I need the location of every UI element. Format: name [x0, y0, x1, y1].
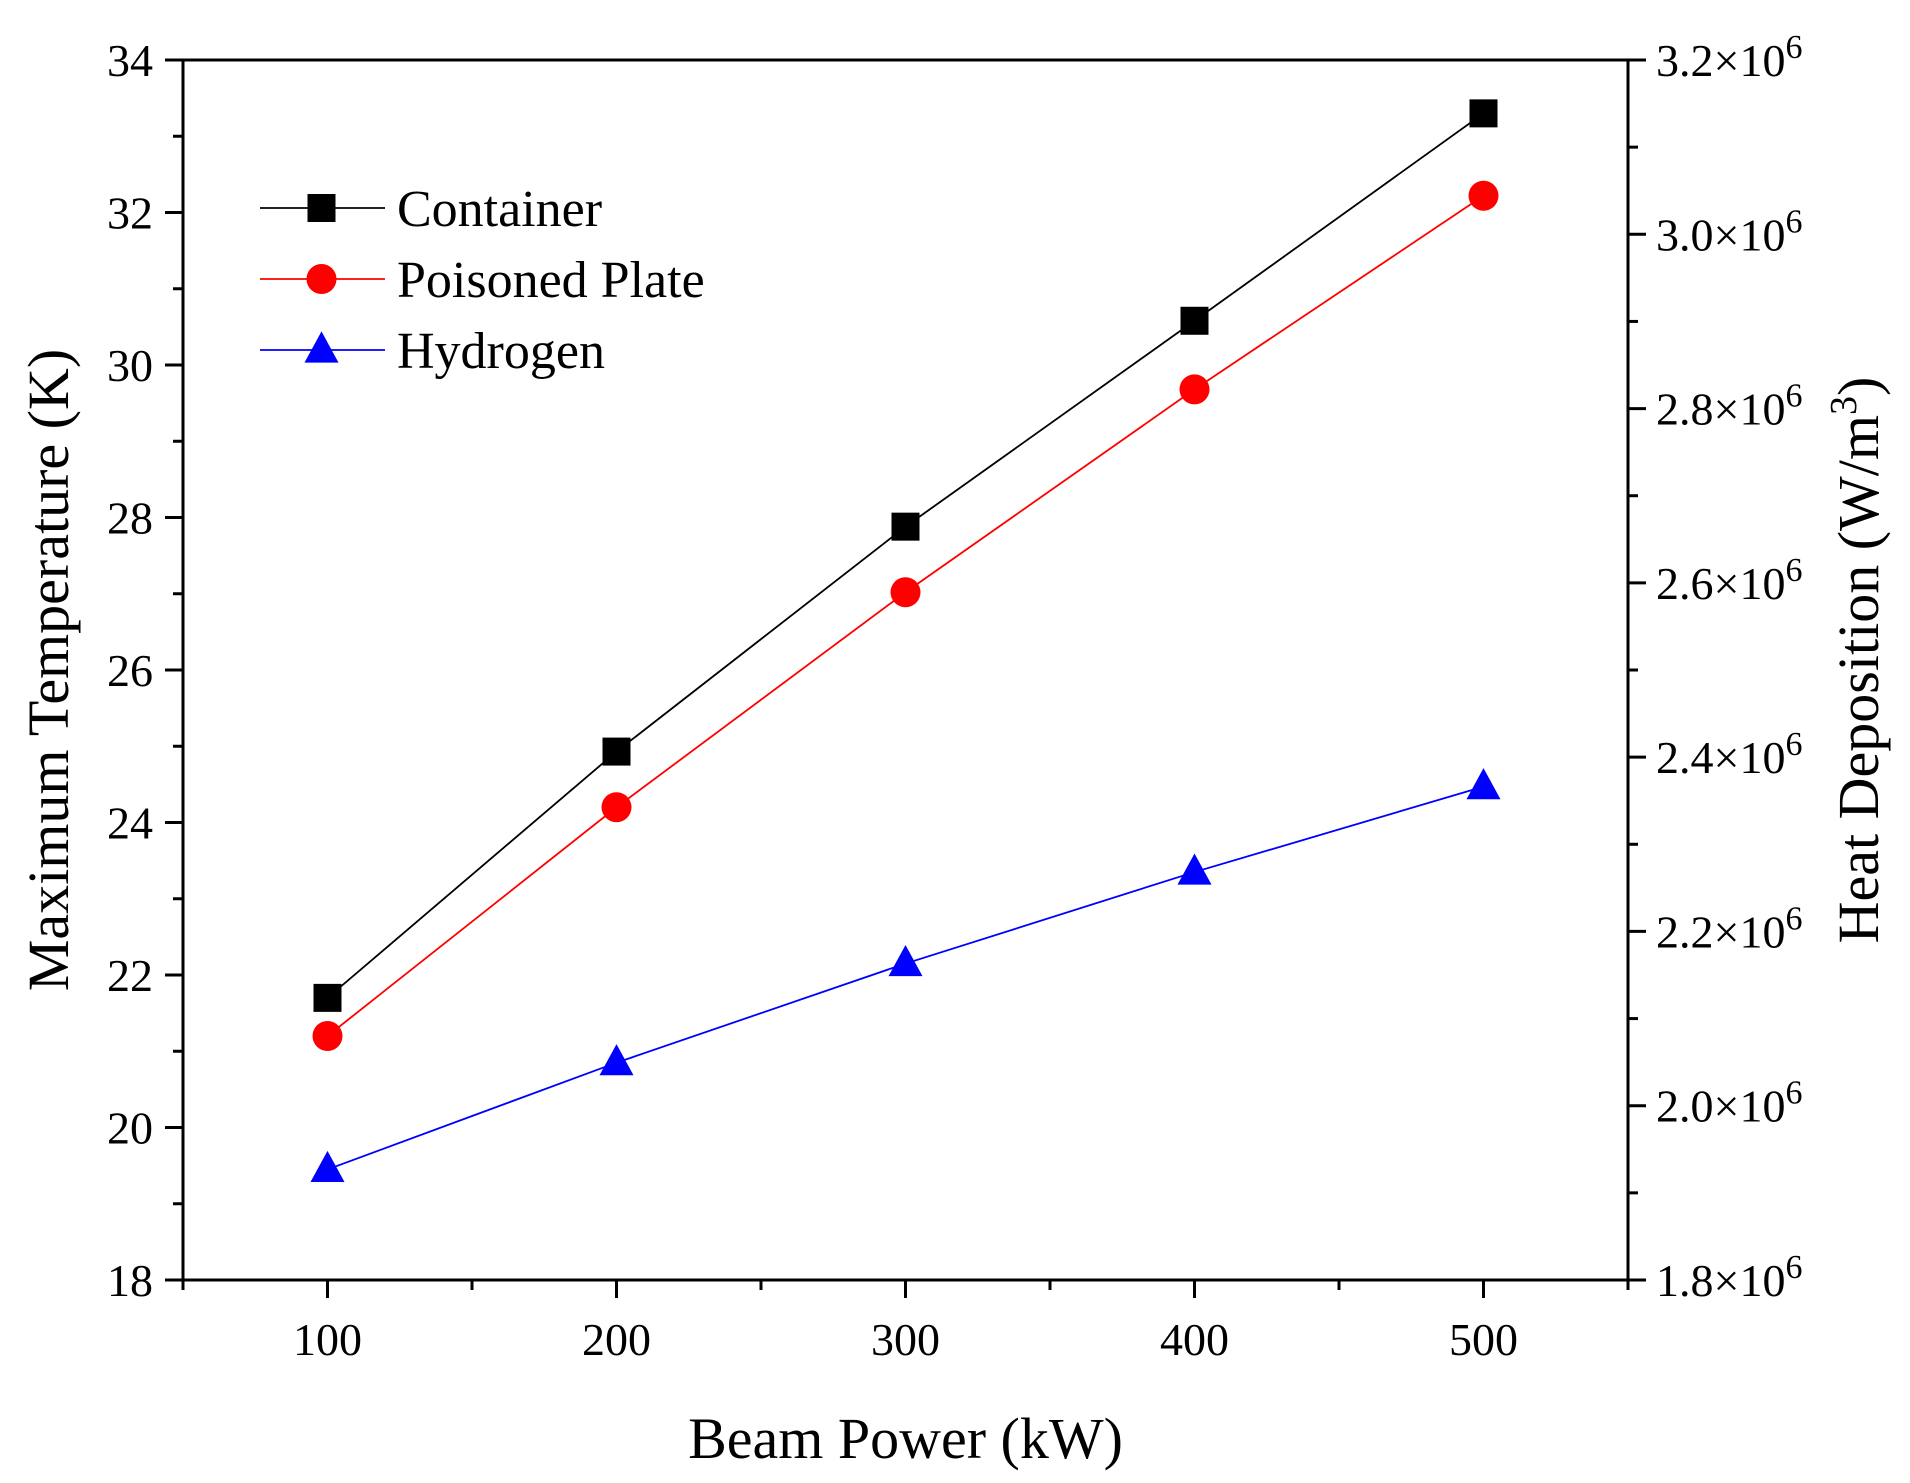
y-tick-label: 34	[107, 35, 153, 86]
y2-axis-title-close: )	[1826, 377, 1891, 396]
plot-frame	[181, 58, 1630, 1282]
data-point-poisoned-plate	[601, 792, 632, 823]
x-tick-label: 100	[293, 1314, 362, 1365]
series-line-poisoned-plate	[326, 194, 1485, 1037]
y2-tick-label: 2.6×106	[1656, 552, 1802, 609]
legend-label: Container	[397, 181, 602, 238]
x-tick-label: 500	[1449, 1314, 1518, 1365]
legend-entry-container: Container	[260, 181, 602, 238]
axes: 100 200 300 400 500 18 20 22 24 26 28 30 32 34 1.8×106…	[107, 29, 1802, 1365]
y-tick-label: 18	[107, 1255, 153, 1306]
series-line-hydrogen	[327, 785, 1484, 1171]
data-point-poisoned-plate	[1468, 180, 1499, 211]
data-point-hydrogen	[1466, 768, 1501, 800]
y2-tick-label: 2.4×106	[1656, 726, 1802, 783]
series-poisoned-plate	[312, 180, 1499, 1051]
y2-tick-label: 3.0×106	[1656, 203, 1802, 260]
y2-tick-label: 3.2×106	[1656, 29, 1802, 86]
y-tick-label: 20	[107, 1103, 153, 1154]
data-point-poisoned-plate	[312, 1021, 343, 1051]
x-axis-title: Beam Power (kW)	[688, 1406, 1123, 1471]
data-point-poisoned-plate	[890, 577, 921, 608]
y2-tick-label: 2.8×106	[1656, 378, 1802, 435]
series-layer	[310, 99, 1501, 1183]
legend-entry-poisoned-plate: Poisoned Plate	[260, 252, 705, 309]
y2-tick-label: 1.8×106	[1656, 1249, 1802, 1306]
data-point-hydrogen	[599, 1044, 634, 1076]
data-point-container	[891, 512, 920, 541]
data-point-container	[1180, 306, 1209, 335]
legend: Container Poisoned Plate Hydrogen	[260, 181, 705, 380]
data-point-poisoned-plate	[1179, 374, 1210, 405]
x-tick-label: 300	[871, 1314, 940, 1365]
legend-marker	[304, 331, 339, 363]
legend-label: Hydrogen	[397, 323, 605, 380]
y-tick-label: 22	[107, 950, 153, 1001]
y2-tick-label: 2.0×106	[1656, 1075, 1802, 1132]
x-tick-label: 200	[582, 1314, 651, 1365]
data-point-container	[602, 737, 631, 766]
y-tick-label: 28	[107, 493, 153, 544]
legend-marker	[307, 194, 336, 222]
data-point-hydrogen	[1177, 853, 1212, 885]
legend-entry-hydrogen: Hydrogen	[260, 323, 605, 380]
legend-marker	[306, 264, 337, 294]
y-axis-title: Maximum Temperature (K)	[16, 349, 81, 991]
y2-tick-label: 2.2×106	[1656, 900, 1802, 957]
x-tick-label: 400	[1160, 1314, 1229, 1365]
data-point-hydrogen	[888, 944, 923, 977]
series-line-container	[326, 112, 1485, 999]
axis-titles: Beam Power (kW) Maximum Temperature (K) …	[16, 349, 1891, 1471]
data-point-hydrogen	[310, 1150, 345, 1183]
y2-axis-title-main: Heat Deposition (W/m	[1826, 415, 1891, 943]
data-point-container	[313, 983, 342, 1012]
y-tick-label: 32	[107, 188, 153, 239]
y-tick-label: 24	[107, 798, 153, 849]
legend-label: Poisoned Plate	[397, 252, 705, 309]
y-tick-label: 30	[107, 340, 153, 391]
series-container	[313, 99, 1498, 1012]
series-hydrogen	[310, 768, 1501, 1183]
y2-axis-title-superscript: 3	[1823, 396, 1865, 415]
y2-axis-title: Heat Deposition (W/m3)	[1823, 377, 1891, 944]
data-point-container	[1469, 99, 1498, 128]
y-tick-label: 26	[107, 645, 153, 696]
